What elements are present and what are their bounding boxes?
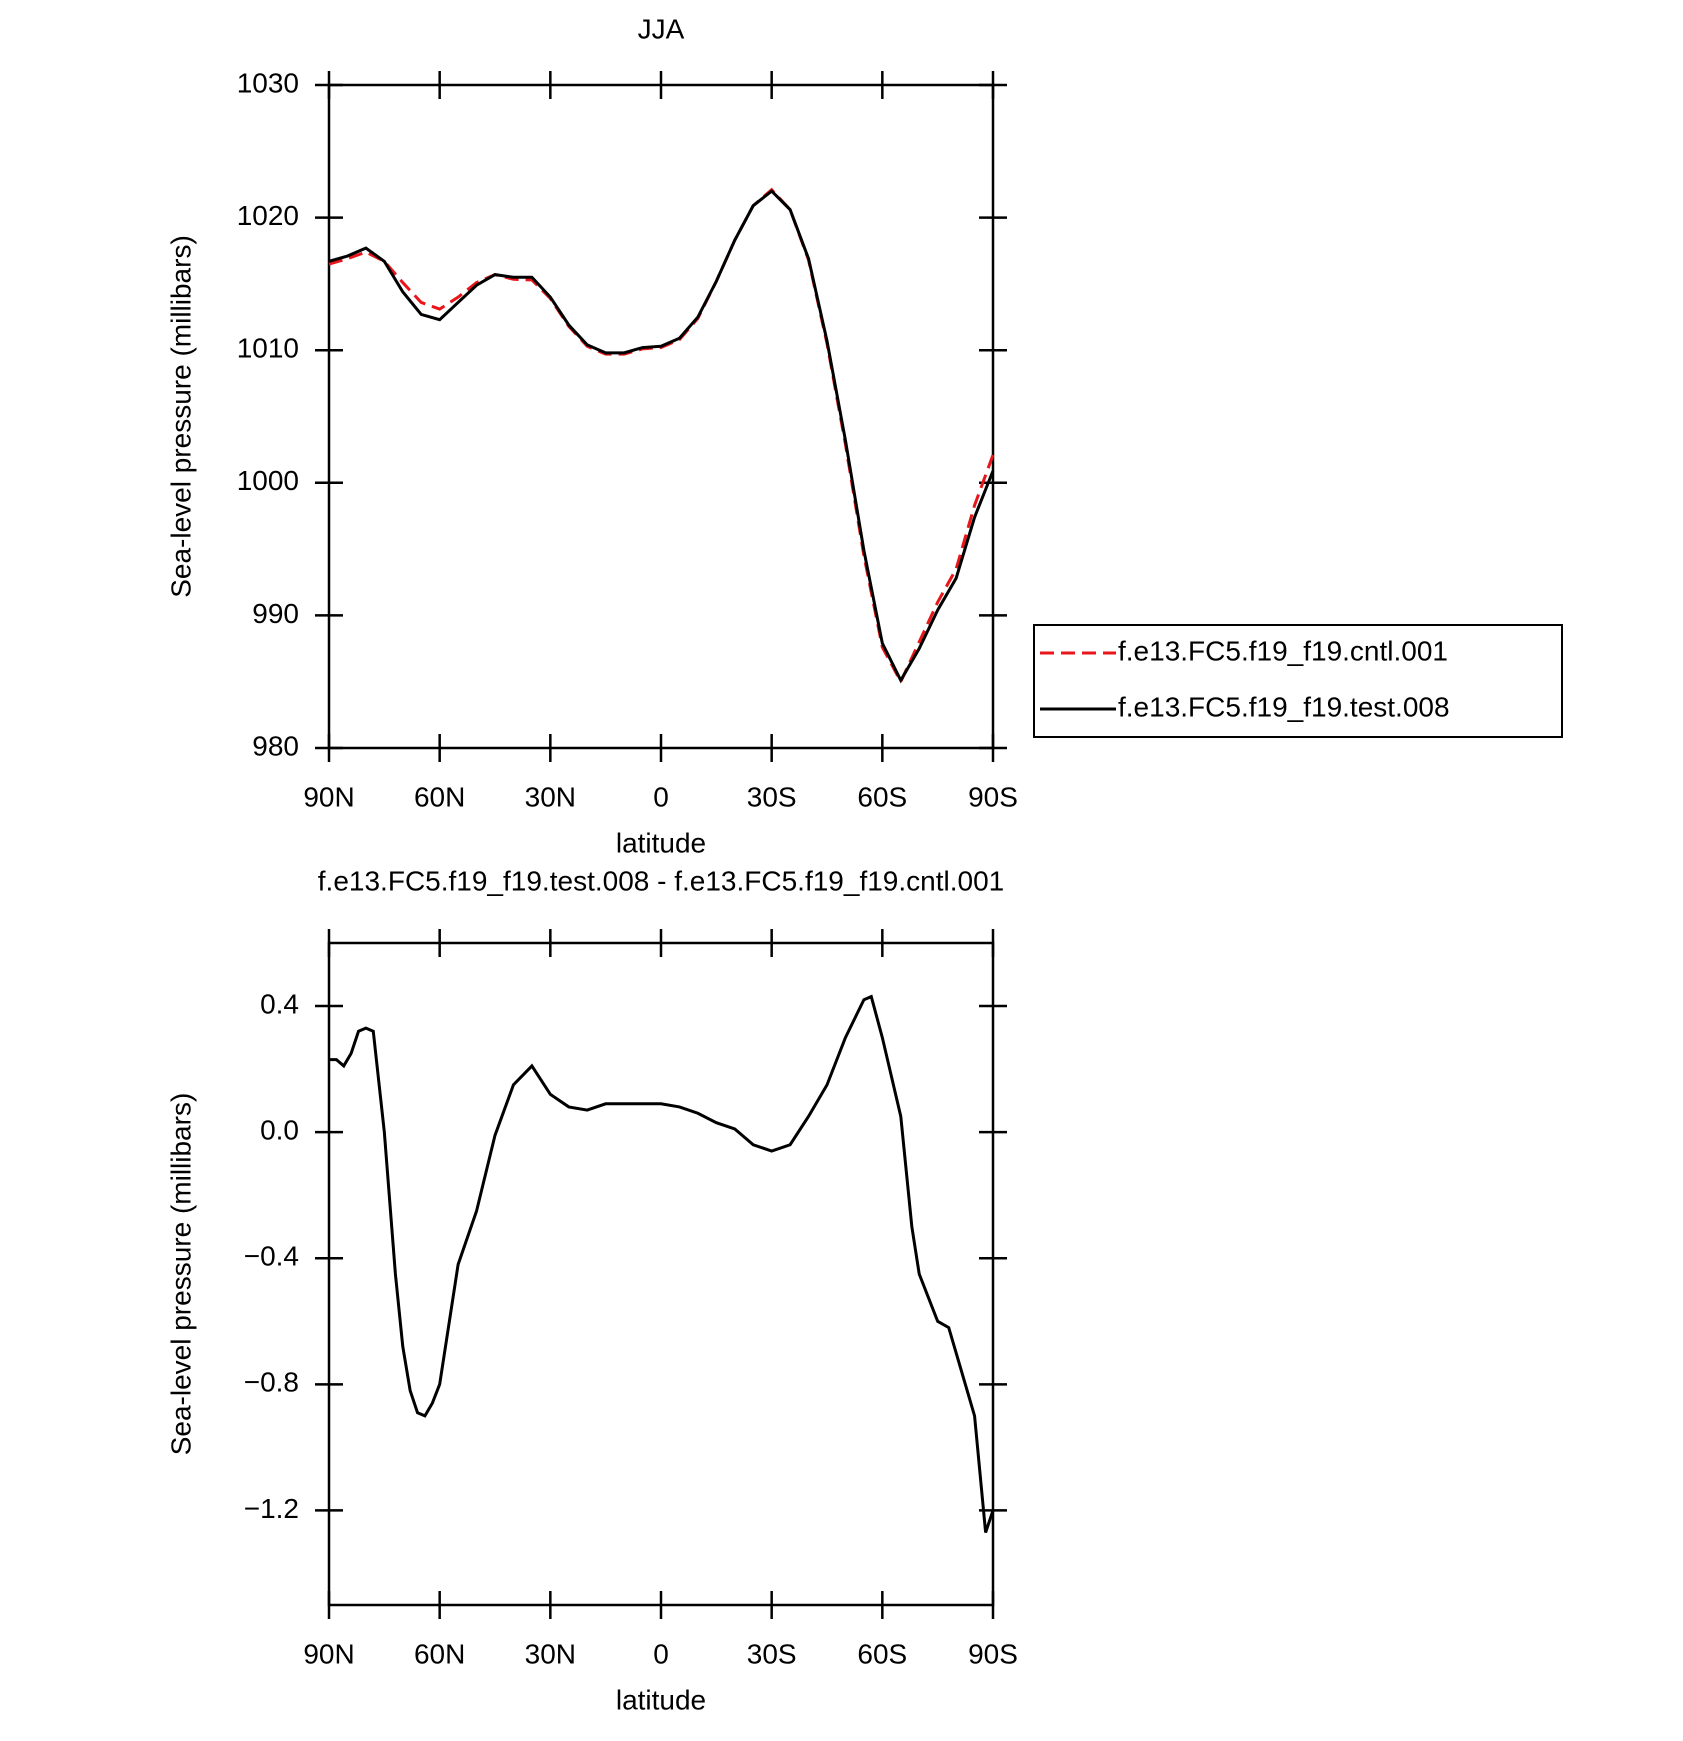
- x-tick-label: 30S: [747, 781, 797, 812]
- x-axis-label: latitude: [616, 827, 706, 858]
- chart-title: f.e13.FC5.f19_f19.test.008 - f.e13.FC5.f…: [318, 865, 1004, 896]
- y-axis-label: Sea-level pressure (millibars): [165, 1093, 196, 1456]
- plot-frame: [327, 941, 995, 1607]
- x-tick-label: 60S: [857, 1638, 907, 1669]
- legend-box: [1033, 624, 1563, 738]
- y-tick-label: 1020: [237, 200, 299, 231]
- y-tick-label: 990: [252, 598, 299, 629]
- legend-label: f.e13.FC5.f19_f19.cntl.001: [1118, 635, 1448, 666]
- x-tick-label: 60N: [414, 781, 465, 812]
- y-axis-label: Sea-level pressure (millibars): [165, 235, 196, 598]
- y-tick-label: −1.2: [244, 1493, 299, 1524]
- x-tick-label: 90S: [968, 1638, 1018, 1669]
- y-tick-label: 1030: [237, 67, 299, 98]
- x-tick-label: 30S: [747, 1638, 797, 1669]
- plot-frame: [327, 83, 995, 750]
- legend-label: f.e13.FC5.f19_f19.test.008: [1118, 691, 1450, 722]
- x-tick-label: 90N: [303, 781, 354, 812]
- x-tick-label: 30N: [525, 781, 576, 812]
- x-tick-label: 90N: [303, 1638, 354, 1669]
- x-tick-label: 0: [653, 1638, 669, 1669]
- y-tick-label: 1010: [237, 333, 299, 364]
- x-tick-label: 0: [653, 781, 669, 812]
- data-line: [328, 187, 995, 686]
- y-tick-label: 0.0: [260, 1115, 299, 1146]
- x-tick-label: 60S: [857, 781, 907, 812]
- data-line: [328, 189, 995, 684]
- y-tick-label: 980: [252, 730, 299, 761]
- x-axis-label: latitude: [616, 1684, 706, 1715]
- chart-title: JJA: [638, 13, 685, 44]
- y-tick-label: 1000: [237, 465, 299, 496]
- x-tick-label: 60N: [414, 1638, 465, 1669]
- x-tick-label: 90S: [968, 781, 1018, 812]
- y-tick-label: −0.8: [244, 1367, 299, 1398]
- x-tick-label: 30N: [525, 1638, 576, 1669]
- data-line: [329, 994, 995, 1533]
- y-tick-label: −0.4: [244, 1241, 299, 1272]
- y-tick-label: 0.4: [260, 988, 299, 1019]
